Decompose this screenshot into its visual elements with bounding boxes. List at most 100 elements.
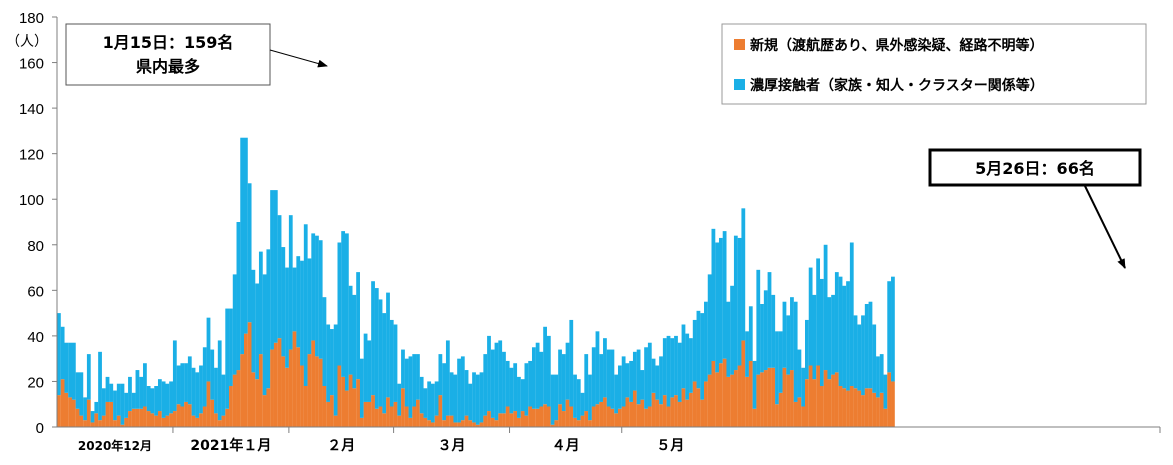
bar-contact — [778, 331, 783, 393]
bar-new — [558, 404, 562, 427]
bar-contact — [891, 276, 895, 382]
bar-new — [718, 363, 723, 427]
bar-contact — [191, 367, 196, 416]
bar-contact — [494, 342, 499, 421]
bar-new — [389, 406, 394, 427]
bar-new — [790, 370, 794, 427]
bar-contact — [101, 388, 106, 416]
bar-new — [853, 388, 858, 427]
bar-contact — [651, 358, 656, 393]
bar-contact — [427, 381, 432, 421]
bar-contact — [846, 281, 850, 391]
bar-new — [782, 367, 787, 427]
bar-new — [210, 399, 215, 427]
bar-new — [146, 411, 151, 427]
bar-contact — [378, 299, 383, 407]
bar-contact — [539, 351, 544, 407]
bar-contact — [255, 283, 260, 380]
bar-contact — [696, 310, 701, 389]
bar-contact — [337, 242, 342, 366]
bar-contact — [741, 208, 746, 341]
bar-new — [195, 417, 200, 427]
bar-contact — [760, 304, 764, 373]
bar-new — [849, 386, 854, 427]
month-label: 2021年１月 — [190, 437, 271, 454]
bar-contact — [131, 392, 136, 409]
bar-contact — [120, 383, 125, 425]
bar-contact — [311, 233, 316, 341]
bar-new — [431, 422, 435, 427]
bar-contact — [782, 301, 787, 368]
bar-new — [573, 417, 577, 427]
bar-new — [184, 401, 188, 427]
bar-contact — [393, 324, 398, 402]
bar-contact — [659, 356, 663, 405]
y-tick-label: 0 — [36, 420, 44, 437]
bar-contact — [389, 319, 394, 407]
bar-new — [352, 388, 357, 427]
bar-new — [864, 388, 869, 427]
bar-new — [879, 392, 884, 427]
bar-new — [741, 340, 746, 427]
bar-new — [520, 411, 525, 427]
bar-contact — [801, 367, 806, 407]
legend-label-new: 新規（渡航歴あり、県外感染疑、経路不明等） — [750, 37, 1043, 54]
bar-new — [737, 365, 742, 427]
bar-new — [416, 399, 420, 427]
bar-new — [584, 411, 589, 427]
bar-contact — [483, 354, 488, 416]
callout-peak-line2: 県内最多 — [136, 57, 200, 76]
bar-new — [502, 413, 506, 427]
bar-contact — [550, 374, 555, 425]
bar-new — [139, 408, 144, 427]
bar-new — [165, 415, 170, 427]
bar-new — [382, 413, 387, 427]
bar-new — [191, 415, 196, 427]
bar-contact — [505, 360, 510, 407]
bar-new — [393, 401, 398, 427]
bar-new — [229, 386, 233, 427]
bar-new — [834, 372, 839, 427]
bar-new — [808, 365, 813, 427]
bar-new — [546, 406, 551, 427]
bar-new — [748, 360, 753, 427]
bar-contact — [472, 372, 476, 423]
bar-contact — [872, 324, 877, 393]
bar-new — [83, 420, 87, 427]
bar-contact — [816, 258, 821, 366]
bar-new — [359, 417, 364, 427]
bar-new — [94, 413, 99, 427]
callout-latest: 5月26日：66名 — [928, 148, 1142, 269]
bar-new — [498, 413, 503, 427]
bar-new — [636, 404, 641, 427]
bar-contact — [786, 315, 791, 375]
bar-new — [793, 401, 798, 427]
bar-contact — [614, 374, 619, 414]
bar-contact — [109, 383, 114, 402]
bar-new — [457, 422, 461, 427]
bar-new — [262, 395, 267, 427]
bar-new — [247, 322, 252, 427]
bar-new — [662, 395, 667, 427]
axes-group — [56, 17, 1160, 428]
bar-contact — [86, 354, 91, 400]
bar-contact — [113, 390, 117, 421]
bar-new — [449, 415, 454, 427]
bar-new — [659, 404, 663, 427]
bar-contact — [154, 386, 159, 416]
bar-new — [805, 379, 809, 427]
callout-peak: 1月15日：159名 県内最多 — [65, 23, 328, 86]
bar-new — [599, 401, 604, 427]
callout-latest-arrow — [1084, 185, 1126, 269]
bar-contact — [692, 319, 697, 382]
bar-new — [517, 417, 521, 427]
bar-contact — [733, 235, 738, 371]
bar-new — [823, 370, 828, 427]
bar-contact — [700, 313, 705, 400]
bar-new — [838, 386, 843, 427]
bar-contact — [64, 342, 69, 393]
bar-new — [539, 406, 544, 427]
bar-contact — [715, 242, 720, 373]
bar-new — [763, 370, 768, 427]
bar-contact — [569, 319, 574, 407]
